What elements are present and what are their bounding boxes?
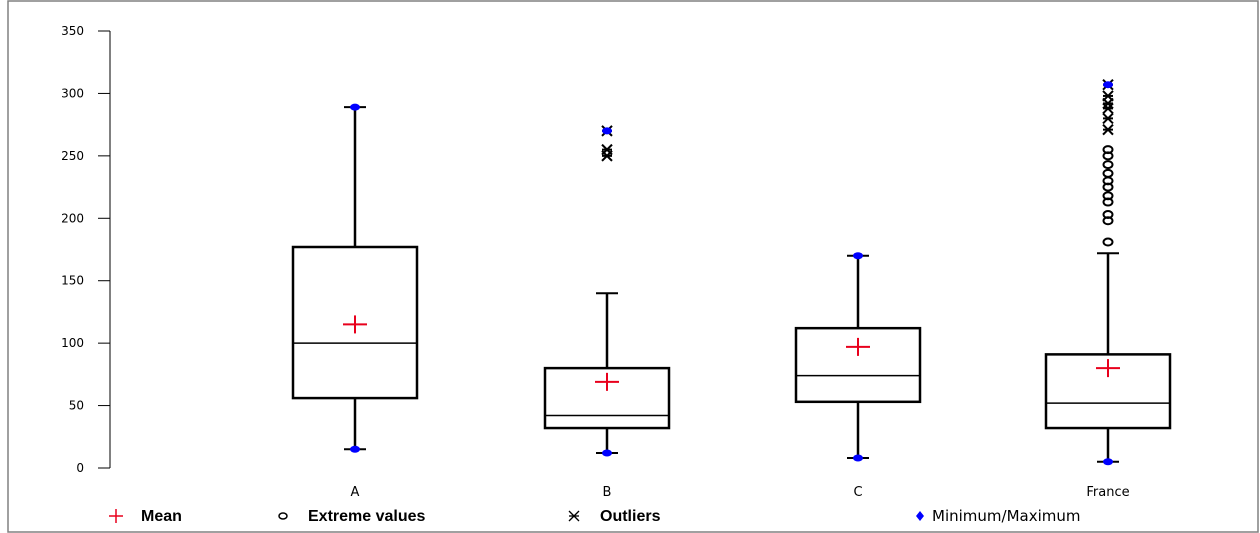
max-marker (853, 252, 863, 260)
x-category-label: C (853, 485, 862, 500)
box-group (1044, 78, 1172, 466)
legend-item: Outliers (568, 508, 661, 525)
y-tick-label: 300 (61, 86, 84, 100)
extreme-value-marker (1102, 145, 1114, 155)
outlier-marker (1102, 102, 1114, 115)
y-tick-label: 150 (61, 274, 84, 288)
legend-label: Minimum/Maximum (932, 507, 1080, 525)
y-axis: 0 50 100 150 200 250 300 350 (61, 24, 111, 475)
outlier-marker (1102, 90, 1114, 102)
min-marker (602, 449, 612, 457)
extreme-value-marker (1102, 191, 1114, 201)
legend-label: Mean (141, 508, 182, 525)
min-marker (350, 445, 360, 453)
y-tick-label: 100 (61, 336, 84, 350)
box-group (291, 103, 419, 453)
extreme-value-marker (1102, 210, 1114, 220)
x-category-label: B (603, 485, 612, 500)
legend-label: Extreme values (308, 508, 426, 525)
legend-item: Minimum/Maximum (916, 507, 1080, 525)
legend-label: Outliers (600, 508, 661, 525)
min-marker (1103, 458, 1113, 466)
y-tick-label: 0 (76, 461, 84, 475)
legend-outlier-icon (568, 510, 580, 522)
max-marker (350, 103, 360, 111)
x-axis-labels: A B C France (351, 485, 1130, 500)
x-category-label: A (351, 485, 360, 500)
box-group (794, 252, 922, 462)
legend: Mean Extreme values Outliers Minimum/Maximu… (109, 507, 1080, 525)
extreme-value-marker (1102, 160, 1114, 170)
extreme-value-marker (1102, 237, 1114, 247)
x-category-label: France (1086, 485, 1129, 500)
legend-item: Mean (109, 508, 182, 525)
box-series (291, 78, 1172, 466)
max-marker (602, 127, 612, 135)
extreme-value-marker (1102, 168, 1114, 178)
legend-minmax-icon (916, 511, 924, 521)
y-tick-label: 200 (61, 211, 84, 225)
outlier-marker (601, 143, 613, 156)
box-group (543, 125, 671, 457)
max-marker (1103, 81, 1113, 89)
min-marker (853, 454, 863, 462)
outlier-marker (1102, 123, 1114, 136)
chart-border (7, 0, 1259, 533)
legend-item: Extreme values (278, 508, 426, 525)
outlier-marker (1102, 112, 1114, 125)
legend-extreme-icon (278, 512, 288, 520)
y-tick-label: 250 (61, 149, 84, 163)
y-tick-label: 50 (69, 399, 84, 413)
y-tick-label: 350 (61, 24, 84, 38)
